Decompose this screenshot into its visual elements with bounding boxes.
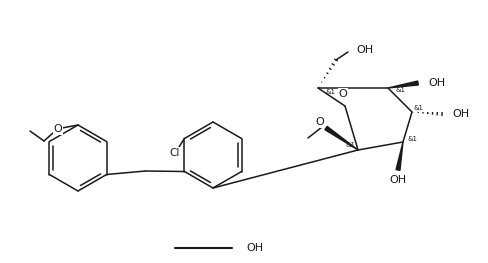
Text: Cl: Cl [169,148,179,158]
Text: OH: OH [355,45,372,55]
Text: O: O [54,124,62,134]
Text: &1: &1 [412,105,422,111]
Text: &1: &1 [407,136,417,142]
Text: &1: &1 [394,87,404,93]
Polygon shape [395,142,402,170]
Text: OH: OH [245,243,263,253]
Text: OH: OH [427,78,444,88]
Text: OH: OH [451,109,468,119]
Text: O: O [338,89,346,99]
Polygon shape [387,81,417,88]
Polygon shape [324,126,357,150]
Text: &1: &1 [325,89,334,95]
Text: O: O [315,117,324,127]
Text: OH: OH [388,175,406,185]
Text: &1: &1 [345,142,354,148]
